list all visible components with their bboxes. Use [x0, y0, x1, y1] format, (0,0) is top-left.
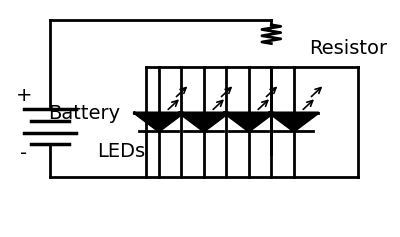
- Text: +: +: [16, 86, 32, 105]
- Polygon shape: [180, 113, 228, 131]
- Text: -: -: [20, 144, 28, 163]
- Text: LEDs: LEDs: [97, 142, 146, 161]
- Text: Battery: Battery: [48, 104, 120, 123]
- Polygon shape: [270, 113, 318, 131]
- Polygon shape: [224, 113, 273, 131]
- Text: Resistor: Resistor: [309, 39, 387, 58]
- Polygon shape: [134, 113, 183, 131]
